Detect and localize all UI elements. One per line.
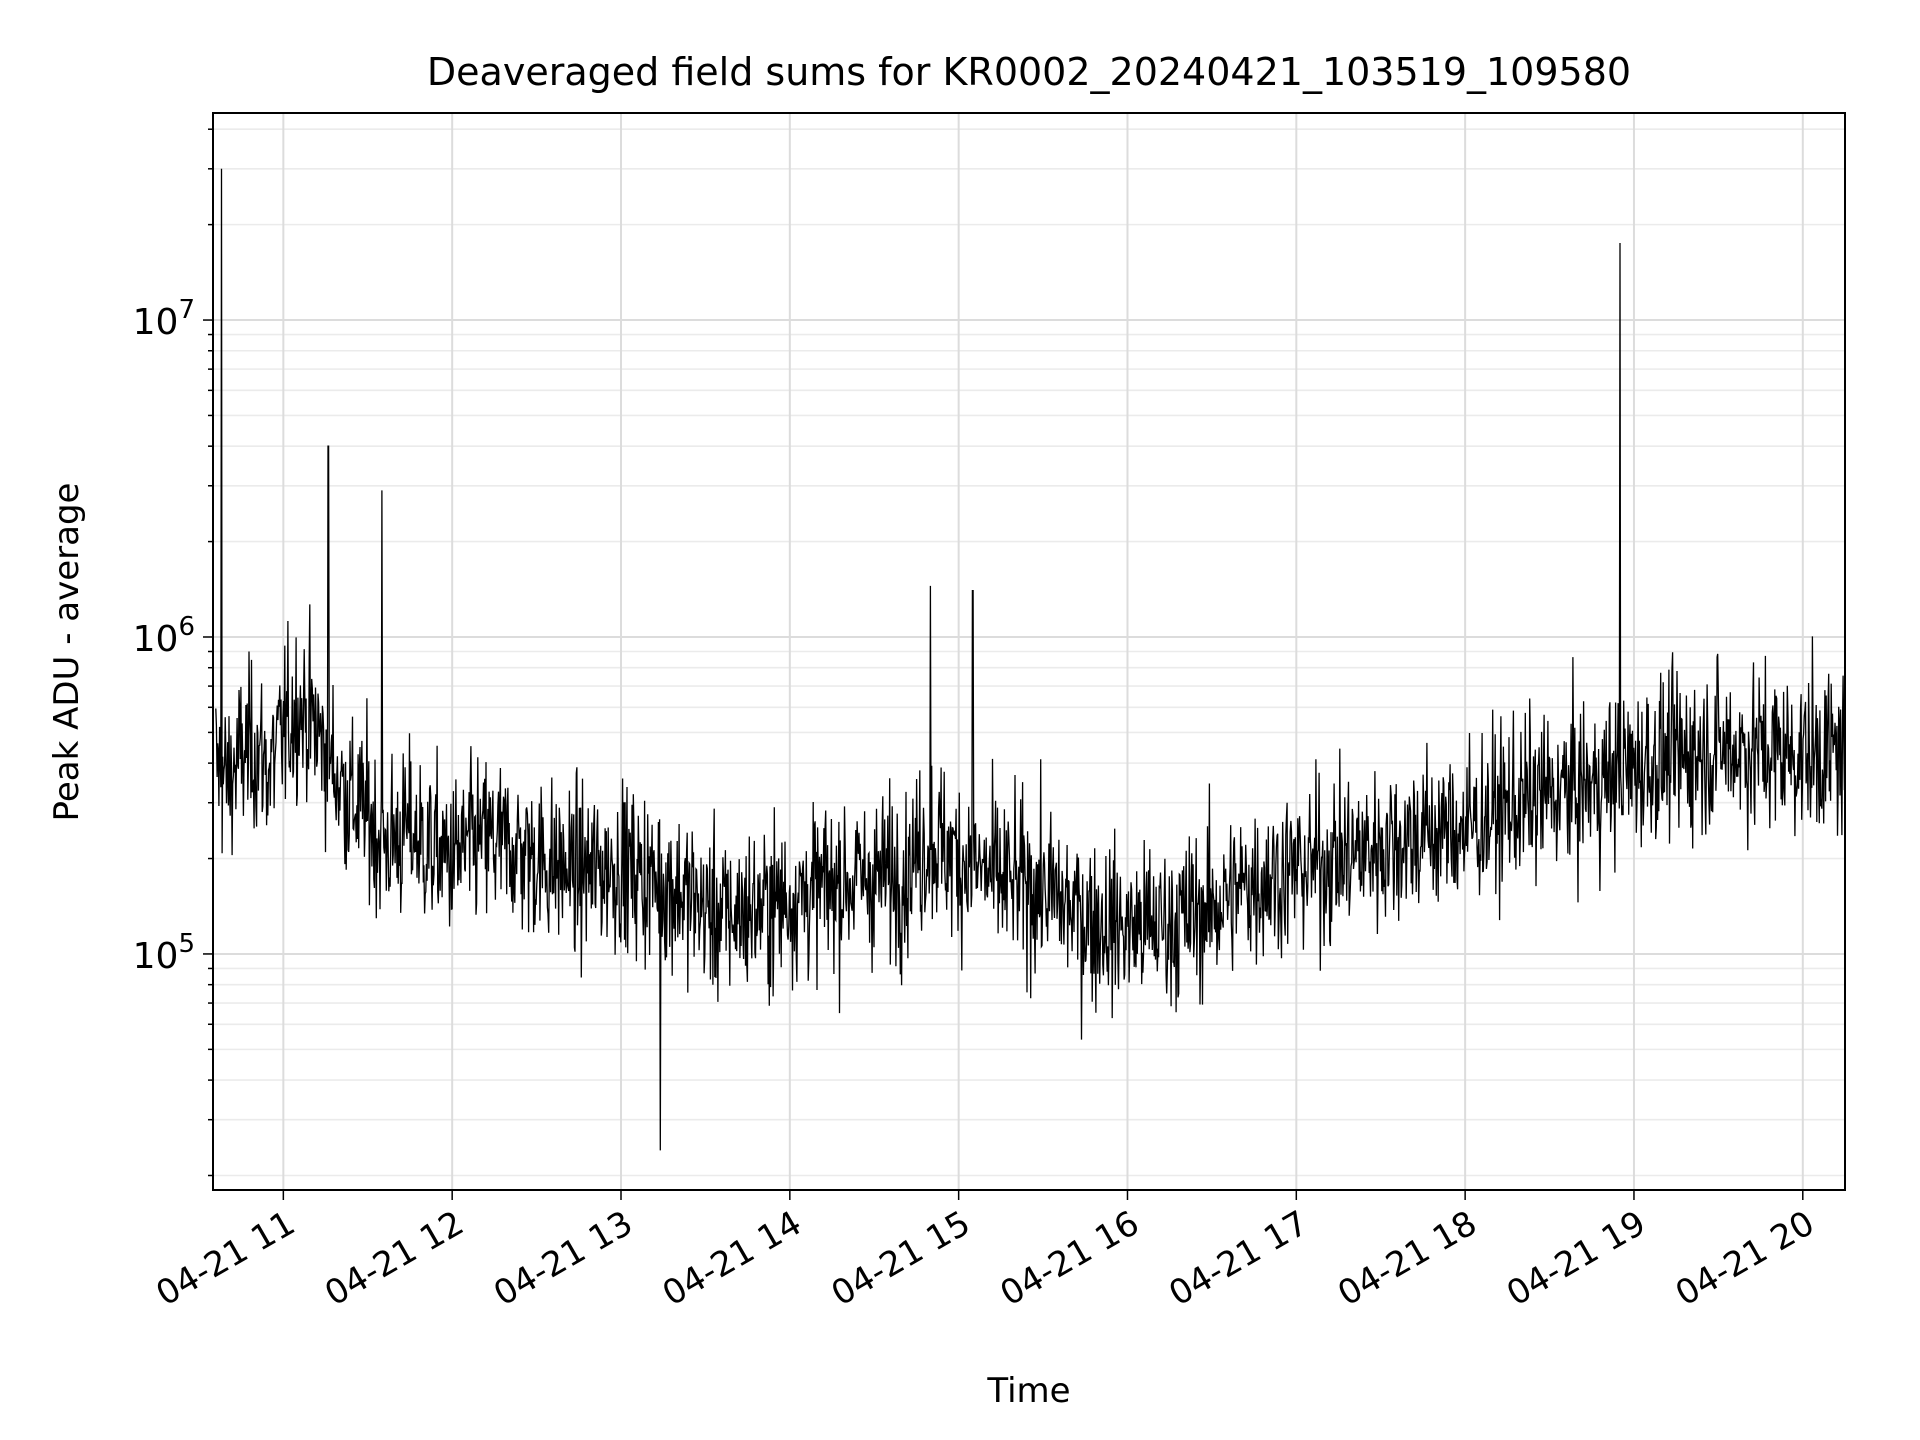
line-series	[215, 168, 1845, 1151]
y-tick-label: 105	[133, 929, 195, 977]
y-axis-label: Peak ADU - average	[47, 483, 87, 822]
series-line	[215, 168, 1845, 1151]
y-tick-label: 107	[133, 295, 195, 343]
y-tick-label: 106	[133, 612, 195, 660]
chart-title: Deaveraged field sums for KR0002_2024042…	[427, 50, 1631, 94]
x-axis-label: Time	[986, 1371, 1070, 1411]
